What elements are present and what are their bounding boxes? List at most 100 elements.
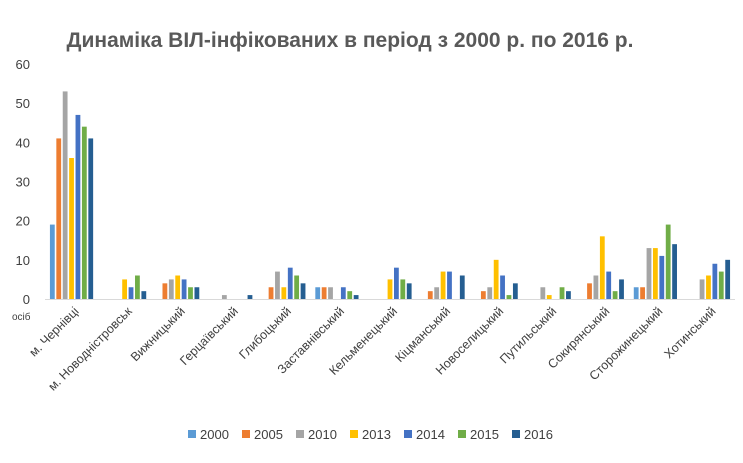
bar-8-2015 — [506, 295, 512, 299]
legend-label-2016: 2016 — [524, 427, 553, 442]
bar-11-2000 — [633, 287, 639, 299]
bar-3-2010 — [221, 295, 227, 299]
bars-group — [49, 91, 731, 300]
bar-0-2014 — [75, 114, 81, 300]
bar-0-2000 — [49, 224, 55, 299]
legend: 2000 2005 2010 2013 2014 2015 2016 — [188, 427, 553, 442]
bar-7-2005 — [427, 291, 433, 299]
bar-12-2015 — [718, 271, 724, 299]
bar-6-2015 — [400, 279, 406, 299]
bar-4-2005 — [268, 287, 274, 299]
category-label-4: Глибоцький — [236, 304, 294, 362]
chart-title: Динаміка ВІЛ-інфікованих в період з 2000… — [67, 29, 634, 52]
legend-label-2005: 2005 — [254, 427, 283, 442]
bar-6-2014 — [394, 267, 399, 299]
bar-9-2013 — [546, 295, 552, 299]
legend-swatch-2014 — [404, 430, 412, 438]
bar-10-2013 — [599, 236, 605, 299]
y-tick-label-4: 40 — [16, 135, 30, 150]
bar-7-2014 — [447, 271, 452, 299]
bar-12-2016 — [725, 259, 731, 299]
legend-swatch-2000 — [188, 430, 196, 438]
bar-10-2015 — [612, 291, 618, 299]
bar-9-2016 — [566, 291, 571, 299]
bar-7-2013 — [440, 271, 446, 299]
bar-10-2005 — [587, 283, 592, 299]
bar-2-2016 — [194, 287, 200, 299]
y-tick-label-1: 10 — [16, 253, 30, 268]
bar-0-2015 — [81, 126, 87, 300]
y-tick-label-5: 50 — [16, 96, 30, 111]
bar-11-2013 — [652, 248, 658, 299]
bar-2-2010 — [168, 279, 174, 299]
bar-6-2013 — [387, 279, 393, 299]
bar-12-2014 — [712, 263, 718, 299]
bar-11-2015 — [665, 224, 671, 299]
bar-1-2016 — [141, 291, 147, 299]
bar-10-2016 — [619, 279, 624, 299]
bar-2-2013 — [175, 275, 181, 299]
bar-10-2010 — [593, 275, 599, 299]
bar-9-2010 — [540, 287, 546, 299]
y-axis-unit-label: осіб — [12, 311, 31, 323]
bar-11-2016 — [672, 244, 677, 299]
bar-12-2013 — [706, 275, 711, 299]
bar-0-2005 — [56, 138, 62, 299]
bar-0-2010 — [62, 91, 68, 300]
bar-12-2010 — [699, 279, 705, 299]
bar-8-2005 — [480, 291, 486, 299]
bar-1-2015 — [135, 275, 140, 299]
bar-11-2010 — [646, 248, 652, 299]
bar-1-2013 — [122, 279, 128, 299]
bar-5-2016 — [353, 295, 359, 299]
bar-5-2000 — [315, 287, 321, 299]
legend-label-2010: 2010 — [308, 427, 337, 442]
bar-7-2016 — [459, 275, 465, 299]
bar-3-2016 — [247, 295, 253, 299]
legend-label-2014: 2014 — [416, 427, 445, 442]
y-tick-label-2: 20 — [16, 214, 30, 229]
bar-1-2014 — [128, 287, 134, 299]
category-label-12: Хотинський — [662, 304, 719, 361]
bar-5-2015 — [347, 291, 353, 299]
bar-2-2005 — [162, 283, 168, 299]
legend-label-2000: 2000 — [200, 427, 229, 442]
bar-8-2016 — [512, 283, 518, 299]
legend-label-2013: 2013 — [362, 427, 391, 442]
bar-4-2016 — [300, 283, 306, 299]
bar-11-2014 — [659, 255, 665, 299]
bar-5-2014 — [340, 287, 346, 299]
bar-2-2014 — [181, 279, 187, 299]
y-axis-ticks: 0 10 20 30 40 50 60 — [16, 57, 30, 307]
legend-swatch-2005 — [242, 430, 250, 438]
bar-9-2015 — [559, 287, 565, 299]
bar-8-2013 — [493, 259, 499, 299]
legend-swatch-2013 — [350, 430, 358, 438]
bar-4-2013 — [281, 287, 287, 299]
legend-swatch-2016 — [512, 430, 520, 438]
bar-5-2005 — [321, 287, 327, 299]
bar-6-2016 — [406, 283, 412, 299]
legend-label-2015: 2015 — [470, 427, 499, 442]
y-tick-label-6: 60 — [16, 57, 30, 72]
y-tick-label-0: 0 — [23, 292, 30, 307]
bar-8-2014 — [500, 275, 505, 299]
category-label-0: м. Чернівці — [26, 304, 81, 359]
bar-0-2013 — [69, 158, 74, 299]
bar-7-2010 — [434, 287, 440, 299]
bar-8-2010 — [487, 287, 493, 299]
bar-2-2015 — [188, 287, 193, 299]
legend-swatch-2015 — [458, 430, 466, 438]
legend-swatch-2010 — [296, 430, 304, 438]
bar-4-2010 — [275, 271, 280, 299]
bar-0-2016 — [88, 138, 94, 299]
bar-4-2014 — [287, 267, 293, 299]
bar-4-2015 — [294, 275, 300, 299]
bar-10-2014 — [606, 271, 612, 299]
y-tick-label-3: 30 — [16, 175, 30, 190]
bar-5-2010 — [328, 287, 333, 299]
bar-11-2005 — [640, 287, 645, 299]
